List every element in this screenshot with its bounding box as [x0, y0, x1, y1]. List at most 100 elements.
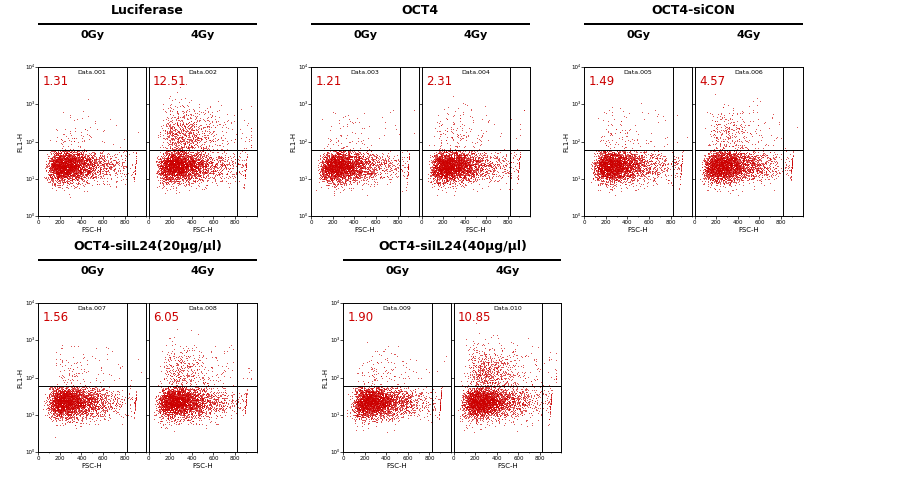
- Point: [332, 161, 347, 169]
- Point: [169, 404, 184, 412]
- Point: [348, 158, 362, 166]
- Point: [173, 146, 187, 154]
- Point: [374, 393, 389, 401]
- Point: [475, 411, 489, 419]
- Point: [54, 175, 68, 183]
- Point: [191, 409, 205, 417]
- Point: [79, 407, 93, 414]
- Point: [168, 370, 183, 378]
- Point: [495, 391, 509, 399]
- Point: [721, 158, 736, 166]
- Point: [335, 162, 350, 169]
- Point: [635, 166, 650, 173]
- Point: [201, 162, 215, 170]
- Point: [467, 399, 482, 407]
- Point: [595, 165, 610, 173]
- Point: [172, 116, 186, 124]
- Point: [591, 154, 605, 162]
- Point: [170, 160, 184, 168]
- Point: [375, 388, 390, 396]
- Point: [341, 175, 356, 183]
- Point: [367, 382, 382, 390]
- Point: [598, 137, 613, 145]
- Point: [719, 166, 733, 174]
- Point: [636, 148, 651, 156]
- Point: [62, 412, 77, 420]
- Point: [80, 390, 95, 398]
- Point: [619, 166, 634, 173]
- Point: [361, 404, 375, 412]
- Point: [174, 146, 189, 154]
- Point: [175, 168, 190, 176]
- Point: [325, 163, 340, 171]
- Point: [42, 178, 57, 186]
- Point: [491, 399, 506, 407]
- Point: [334, 174, 349, 182]
- Point: [466, 171, 480, 179]
- Point: [154, 403, 169, 411]
- Point: [47, 405, 61, 413]
- Point: [128, 163, 142, 170]
- Point: [159, 394, 173, 402]
- Point: [707, 160, 721, 167]
- Point: [42, 384, 57, 392]
- Point: [85, 146, 100, 154]
- Point: [463, 410, 477, 417]
- Point: [162, 173, 176, 181]
- Point: [346, 168, 361, 176]
- Point: [598, 151, 613, 159]
- Point: [179, 400, 194, 408]
- Point: [483, 396, 498, 404]
- Point: [169, 382, 184, 390]
- Point: [502, 405, 517, 413]
- Point: [56, 161, 70, 168]
- Point: [470, 397, 485, 405]
- Point: [588, 176, 603, 184]
- Point: [172, 393, 186, 401]
- Point: [68, 402, 82, 410]
- Point: [477, 389, 491, 397]
- Point: [506, 379, 520, 387]
- Point: [608, 157, 623, 165]
- Point: [717, 151, 731, 159]
- Point: [626, 155, 641, 163]
- Point: [622, 148, 636, 156]
- Point: [244, 375, 258, 383]
- Point: [603, 154, 617, 162]
- Point: [470, 163, 485, 171]
- Point: [54, 373, 68, 381]
- Point: [465, 416, 479, 424]
- Point: [155, 164, 170, 171]
- Point: [75, 403, 89, 411]
- Point: [181, 154, 195, 162]
- Point: [329, 166, 343, 173]
- Point: [163, 169, 178, 177]
- Point: [468, 156, 483, 164]
- Point: [155, 403, 170, 411]
- Point: [321, 151, 336, 159]
- Point: [172, 145, 186, 153]
- Point: [708, 162, 723, 170]
- Point: [641, 140, 656, 148]
- Point: [485, 391, 499, 399]
- Point: [433, 166, 447, 174]
- Point: [460, 388, 475, 396]
- Point: [49, 165, 64, 172]
- Point: [168, 392, 183, 400]
- Point: [155, 394, 170, 402]
- Point: [401, 165, 415, 173]
- Point: [363, 391, 378, 399]
- Point: [362, 169, 376, 177]
- Point: [180, 397, 194, 405]
- Point: [454, 396, 468, 404]
- Point: [511, 412, 526, 420]
- Point: [615, 146, 630, 154]
- Point: [56, 402, 70, 410]
- Point: [481, 392, 496, 400]
- Point: [731, 173, 746, 181]
- Point: [726, 167, 740, 175]
- Point: [173, 387, 187, 395]
- Point: [713, 154, 728, 162]
- Point: [105, 146, 120, 154]
- Point: [170, 142, 184, 150]
